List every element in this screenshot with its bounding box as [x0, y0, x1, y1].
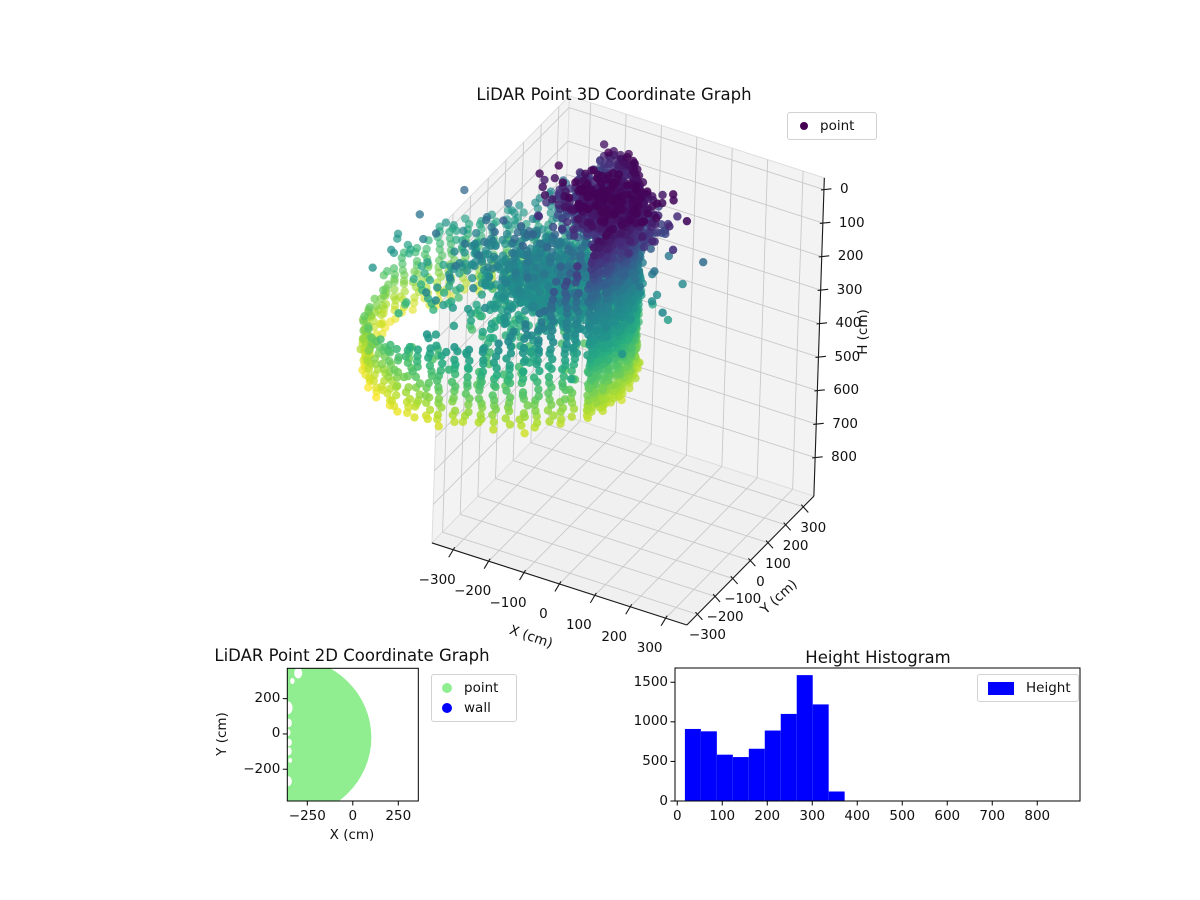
- plot2d-ytick-label: −200: [243, 760, 281, 777]
- histogram-title: Height Histogram: [805, 648, 951, 667]
- histogram-legend-row: Height: [988, 678, 1071, 698]
- histogram-xtick-label: 700: [979, 808, 1006, 824]
- plot3d-ztick-label: 300: [836, 281, 863, 298]
- histogram-xtick-label: 0: [672, 808, 682, 824]
- histogram-legend-label: Height: [1026, 680, 1071, 696]
- height-swatch-icon: [988, 681, 1014, 695]
- plot3d-legend-row: point: [798, 116, 866, 136]
- plot3d-ztick-label: 600: [833, 382, 860, 399]
- histogram-xtick-label: 500: [889, 808, 916, 824]
- plot3d-ytick-label: 0: [756, 573, 765, 590]
- plot3d-xtick-label: −200: [454, 583, 492, 600]
- plot3d-ytick-label: 300: [800, 519, 827, 536]
- plot3d-legend-label: point: [820, 118, 855, 134]
- plot3d-ytick-label: −100: [724, 591, 762, 608]
- plot3d-ytick-label: −300: [688, 627, 726, 644]
- plot2d-legend-row-wall: wall: [442, 699, 506, 719]
- plot3d-ztick-label: 0: [839, 181, 849, 198]
- histogram-xtick-label: 400: [844, 808, 871, 824]
- histogram-xtick-label: 300: [799, 808, 826, 824]
- plot3d-ztick-label: 400: [835, 315, 862, 332]
- plot3d-ytick-label: 200: [782, 537, 809, 554]
- plot3d-xtick-label: 100: [565, 617, 592, 634]
- histogram-xtick-label: 100: [709, 808, 736, 824]
- histogram-xtick-label: 800: [1024, 808, 1051, 824]
- histogram-ytick-label: 1000: [633, 713, 668, 730]
- plot3d-legend: point: [787, 112, 877, 140]
- histogram-ytick-label: 1500: [633, 673, 668, 690]
- plot3d-ytick-label: −200: [706, 609, 744, 626]
- plot2d-legend: point wall: [431, 674, 517, 722]
- plot3d-ytick-label: 100: [765, 555, 791, 572]
- plot2d-xtick-label: −250: [288, 808, 326, 824]
- plot2d-xaxis-label: X (cm): [329, 827, 375, 843]
- histogram-ytick-label: 0: [659, 792, 668, 809]
- histogram-ytick-label: 500: [642, 752, 668, 769]
- histogram-legend: Height: [977, 674, 1079, 702]
- point-marker-icon: [442, 682, 452, 693]
- plot2d-legend-label-point: point: [464, 679, 499, 696]
- plot2d-ytick-label: 0: [271, 725, 281, 742]
- plot3d-xtick-label: 200: [601, 628, 628, 645]
- histogram-xtick-label: 600: [934, 808, 961, 824]
- plot3d-xtick-label: 300: [636, 640, 663, 657]
- plot2d-ytick-label: 200: [254, 690, 281, 707]
- plot2d-legend-label-wall: wall: [464, 700, 491, 717]
- plot3d-xtick-label: −100: [489, 594, 527, 611]
- plot3d-ztick-label: 100: [838, 214, 865, 231]
- plot2d-xtick-label: 250: [385, 808, 412, 824]
- plot2d-title: LiDAR Point 2D Coordinate Graph: [214, 646, 490, 665]
- point-marker-icon: [800, 122, 808, 130]
- plot3d-ztick-label: 700: [832, 415, 859, 432]
- plot3d-ztick-label: 800: [831, 449, 857, 466]
- plot3d-xtick-label: −300: [418, 571, 456, 588]
- plot3d-ztick-label: 500: [834, 348, 861, 365]
- wall-marker-icon: [442, 703, 452, 714]
- plot2d-legend-row-point: point: [442, 678, 506, 698]
- plot3d-ztick-label: 200: [837, 248, 864, 265]
- histogram-xtick-label: 200: [754, 808, 781, 824]
- plot3d-xtick-label: 0: [539, 605, 548, 622]
- plot3d-title: LiDAR Point 3D Coordinate Graph: [476, 85, 752, 104]
- plot2d-xtick-label: 0: [348, 808, 358, 824]
